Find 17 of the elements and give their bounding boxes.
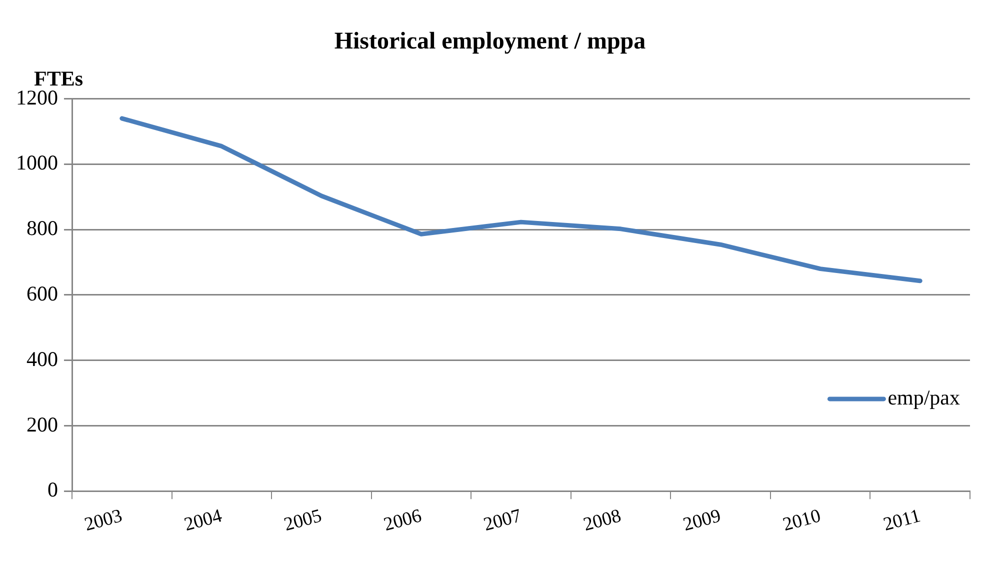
y-tick-label: 200 <box>26 412 58 436</box>
x-tick-label: 2008 <box>581 506 624 536</box>
x-tick-label: 2006 <box>382 506 424 536</box>
x-tick-label: 2003 <box>82 506 124 536</box>
legend-label: emp/pax <box>888 385 960 410</box>
x-tick-label: 2011 <box>881 506 923 536</box>
x-tick-label: 2004 <box>182 505 225 536</box>
y-tick-label: 0 <box>48 478 58 502</box>
y-tick-label: 800 <box>26 216 58 240</box>
chart-title: Historical employment / mppa <box>334 28 646 55</box>
x-tick-label: 2009 <box>681 506 724 536</box>
y-tick-label: 600 <box>26 281 58 306</box>
y-tick-label: 400 <box>26 346 58 371</box>
x-tick-label: 2005 <box>282 506 324 536</box>
x-tick-label: 2010 <box>780 506 823 536</box>
y-tick-label: 1000 <box>16 150 58 175</box>
x-tick-label: 2007 <box>481 506 524 536</box>
